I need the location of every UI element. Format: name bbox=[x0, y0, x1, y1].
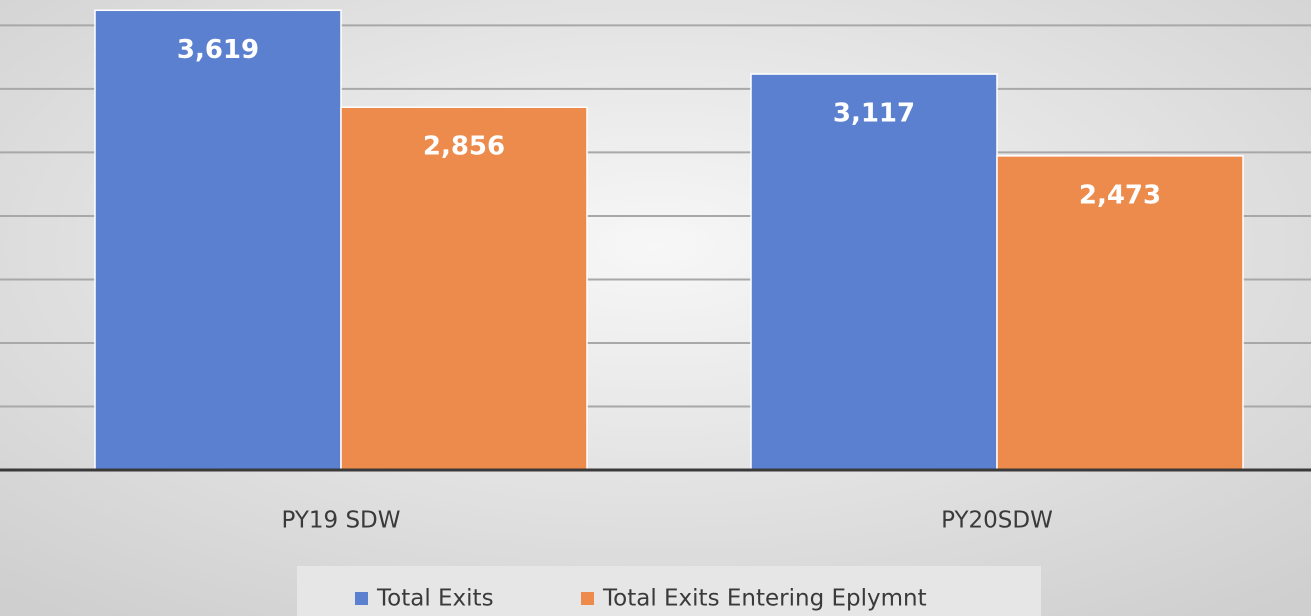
data-label: 3,619 bbox=[177, 35, 259, 65]
legend-marker bbox=[355, 592, 368, 605]
data-label: 3,117 bbox=[833, 99, 915, 129]
bar bbox=[94, 9, 342, 471]
legend: Total Exits Total Exits Entering Eplymnt bbox=[297, 566, 1041, 616]
x-tick-label: PY19 SDW bbox=[281, 508, 400, 534]
bar bbox=[750, 73, 998, 471]
x-tick-label: PY20SDW bbox=[941, 508, 1053, 534]
data-label: 2,856 bbox=[423, 132, 505, 162]
data-label: 2,473 bbox=[1079, 180, 1161, 210]
legend-label: Total Exits bbox=[376, 586, 494, 612]
legend-background bbox=[297, 566, 1041, 616]
legend-label: Total Exits Entering Eplymnt bbox=[602, 586, 927, 612]
legend-marker bbox=[581, 592, 594, 605]
bar bbox=[996, 155, 1244, 471]
bars: PY19 SDW 3,619 2,856 PY20SDW 3,117 2,473 bbox=[0, 9, 1311, 534]
